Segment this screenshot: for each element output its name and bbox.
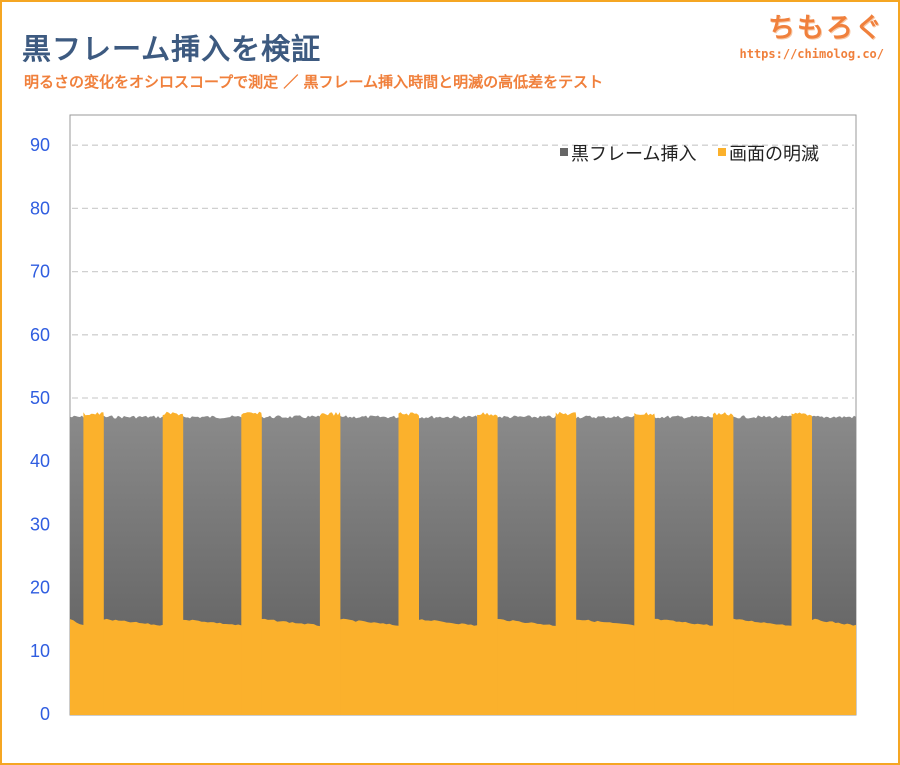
flicker-spike-8 xyxy=(634,412,655,715)
y-tick-label: 80 xyxy=(30,198,50,218)
legend-label-2: 画面の明滅 xyxy=(729,144,819,165)
y-tick-label: 60 xyxy=(30,325,50,345)
flicker-spike-4 xyxy=(319,412,341,715)
y-tick-label: 10 xyxy=(30,641,50,661)
flicker-baseline-area xyxy=(70,618,856,715)
brand-logo[interactable]: ちもろぐ https://chimolog.co/ xyxy=(740,6,885,61)
y-tick-label: 40 xyxy=(30,451,50,471)
flicker-spike-6 xyxy=(477,412,498,715)
y-tick-label: 70 xyxy=(30,262,50,282)
brand-name: ちもろぐ xyxy=(768,13,884,44)
legend-swatch-1 xyxy=(560,148,568,156)
y-tick-label: 90 xyxy=(30,135,50,155)
legend: 黒フレーム挿入 画面の明滅 xyxy=(560,144,819,165)
legend-swatch-2 xyxy=(718,148,726,156)
y-tick-label: 20 xyxy=(30,578,50,598)
y-tick-label: 0 xyxy=(40,704,50,724)
y-axis-ticks: 0 10 20 30 40 50 60 70 80 90 xyxy=(30,135,50,724)
y-tick-label: 50 xyxy=(30,388,50,408)
y-tick-label: 30 xyxy=(30,514,50,534)
flicker-spike-9 xyxy=(712,412,734,715)
flicker-spike-1 xyxy=(83,412,104,715)
flicker-spike-10 xyxy=(791,412,812,715)
legend-label-1: 黒フレーム挿入 xyxy=(571,144,696,165)
series-flicker xyxy=(70,411,856,715)
flicker-spike-2 xyxy=(162,411,184,715)
page-subtitle: 明るさの変化をオシロスコープで測定 ／ 黒フレーム挿入時間と明滅の高低差をテスト xyxy=(24,73,604,91)
flicker-spike-7 xyxy=(555,411,577,715)
brand-url[interactable]: https://chimolog.co/ xyxy=(739,47,885,61)
page-title: 黒フレーム挿入を検証 xyxy=(22,32,322,66)
flicker-spike-3 xyxy=(241,411,262,715)
flicker-spike-5 xyxy=(398,412,419,715)
